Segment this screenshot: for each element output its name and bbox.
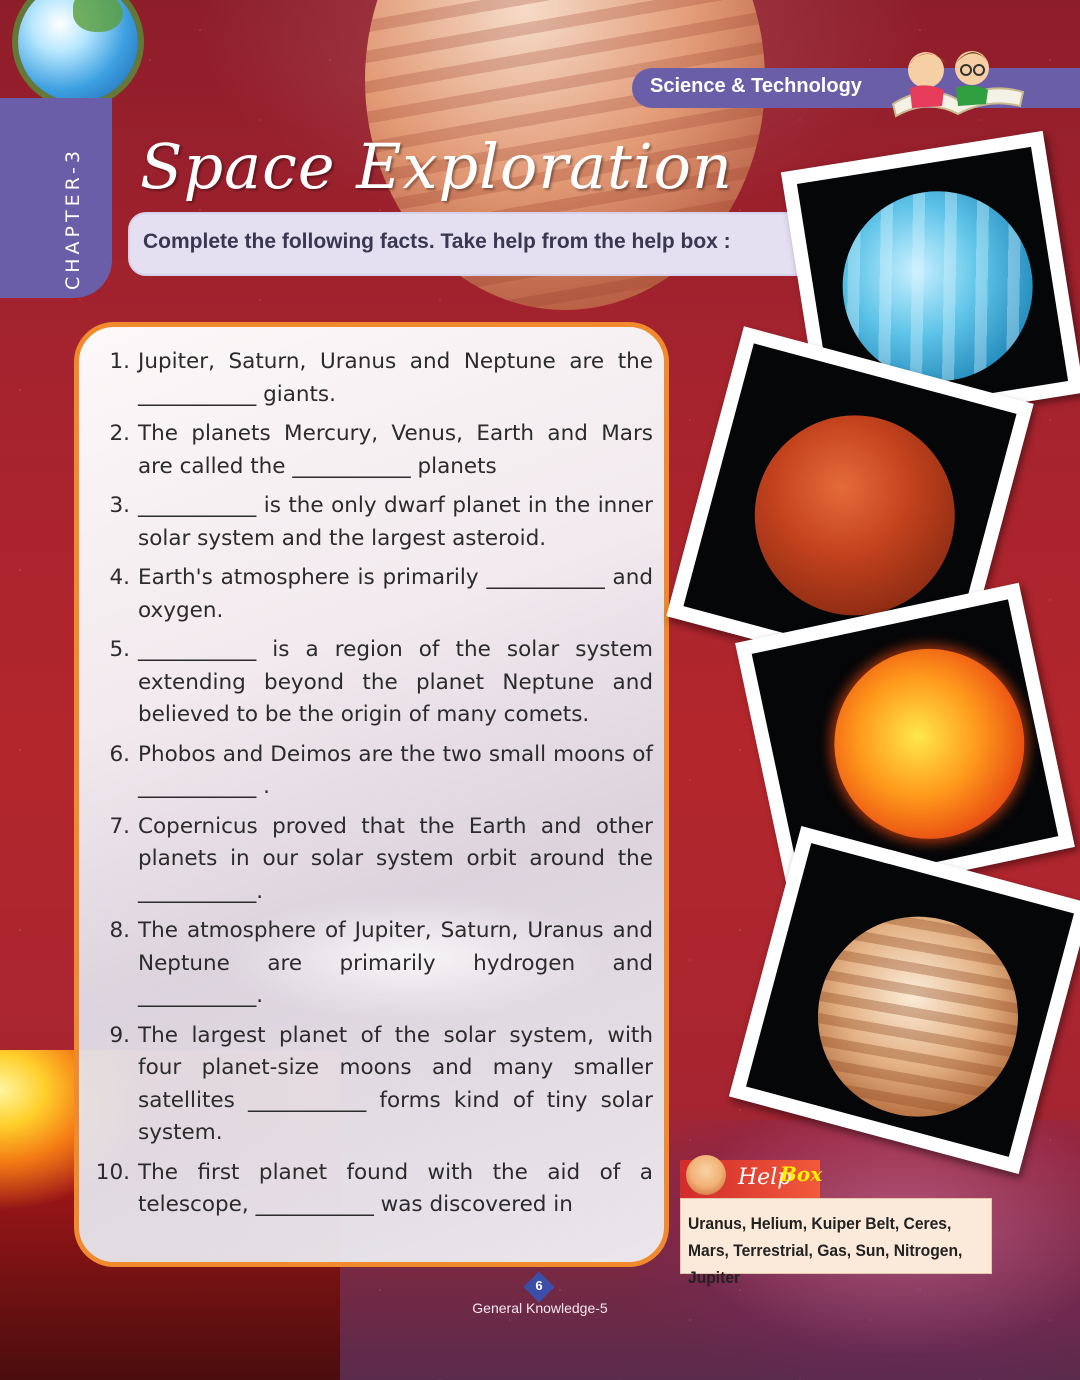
question-text: Jupiter, Saturn, Uranus and Neptune are … [138,349,653,407]
question-number: 2. [109,421,130,446]
question-number: 9. [109,1022,130,1048]
question-text: ___________ is the only dwarf planet in … [138,493,653,551]
question-text: Phobos and Deimos are the two small moon… [138,741,653,800]
sun-planet [816,631,1042,857]
globe-land [73,0,123,32]
question-text: The atmosphere of Jupiter, Saturn, Uranu… [138,918,653,1008]
page-title: Space Exploration [140,130,733,203]
instruction-text: Complete the following facts. Take help … [143,230,731,253]
question-number: 10. [95,1159,130,1185]
question-number: 8. [109,918,130,943]
question-text: The first planet found with the aid of a… [138,1159,653,1218]
chapter-label: CHAPTER-3 [62,147,84,290]
question-number: 3. [109,493,130,518]
question-item: 9. The largest planet of the solar syste… [85,1020,653,1150]
question-number: 4. [109,565,130,590]
help-label: Help [738,1165,792,1190]
help-box-words: Uranus, Helium, Kuiper Belt, Ceres, Mars… [688,1214,963,1287]
question-item: 1. Jupiter, Saturn, Uranus and Neptune a… [85,346,653,411]
question-item: 6. Phobos and Deimos are the two small m… [85,739,653,804]
question-number: 6. [109,741,130,767]
book-title: General Knowledge-5 [472,1300,608,1316]
question-item: 3. ___________ is the only dwarf planet … [85,490,653,555]
question-text: Earth's atmosphere is primarily ________… [138,565,653,623]
reading-kids-illustration [891,51,1025,118]
question-item: 5. ___________ is a region of the solar … [85,634,653,732]
questions-box [74,322,669,1267]
chapter-tab [0,98,112,298]
question-text: The largest planet of the solar system, … [138,1022,653,1146]
questions-list: 1. Jupiter, Saturn, Uranus and Neptune a… [85,346,653,1229]
help-kid-icon [686,1155,726,1195]
question-item: 4. Earth's atmosphere is primarily _____… [85,562,653,627]
subject-label: Science & Technology [650,75,862,97]
question-number: 7. [109,813,130,839]
question-item: 2. The planets Mercury, Venus, Earth and… [85,418,653,483]
question-number: 5. [109,637,130,662]
question-item: 8. The atmosphere of Jupiter, Saturn, Ur… [85,915,653,1013]
box-label: Box [780,1162,823,1186]
question-text: ___________ is a region of the solar sys… [138,637,653,727]
instruction-bar [128,212,832,276]
page-number: 6 [535,1278,543,1293]
question-number: 1. [109,349,130,374]
globe-icon [18,0,138,102]
help-box-panel [680,1198,992,1274]
jupiter-planet [795,894,1041,1140]
question-item: 7. Copernicus proved that the Earth and … [85,811,653,909]
question-text: The planets Mercury, Venus, Earth and Ma… [138,421,653,479]
question-text: Copernicus proved that the Earth and oth… [138,813,653,904]
question-item: 10. The first planet found with the aid … [85,1157,653,1222]
